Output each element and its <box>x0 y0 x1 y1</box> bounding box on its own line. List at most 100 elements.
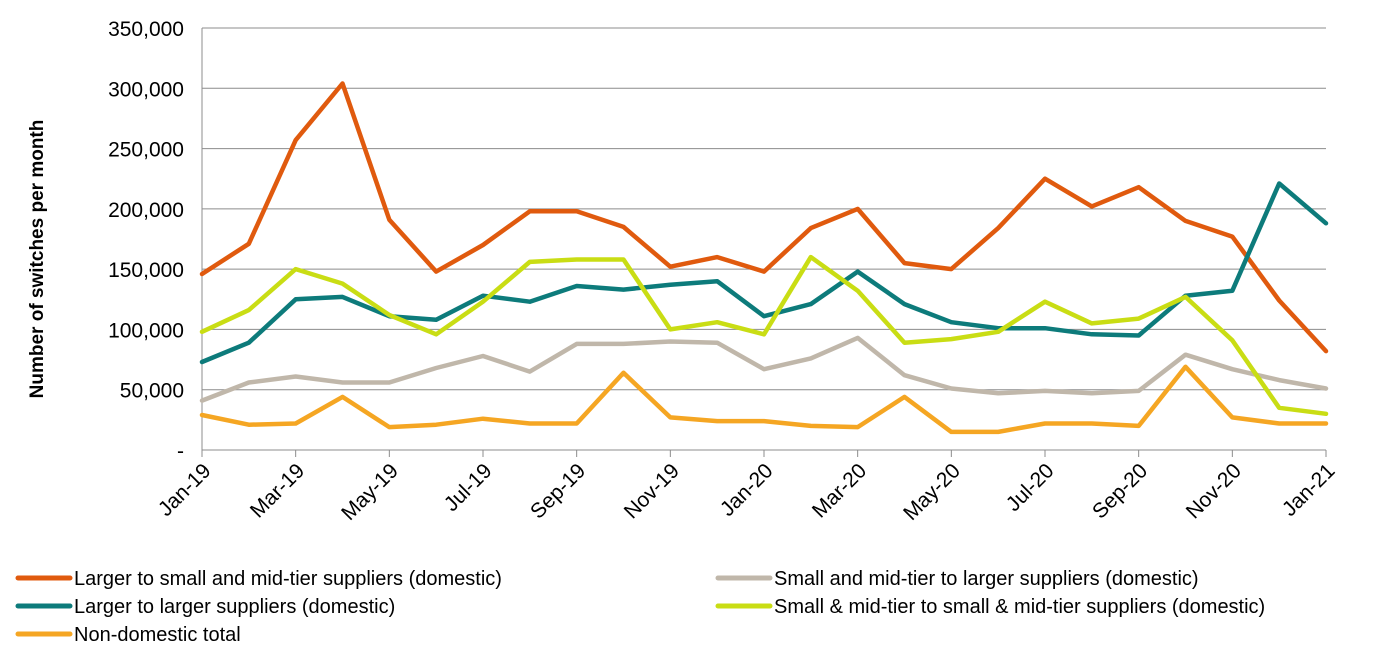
data-point <box>528 370 532 374</box>
data-point <box>1230 338 1234 342</box>
data-point <box>949 320 953 324</box>
x-tick-label: Jul-20 <box>1002 459 1059 516</box>
data-point <box>1043 389 1047 393</box>
data-point <box>294 297 298 301</box>
data-point <box>996 330 1000 334</box>
data-point <box>1137 389 1141 393</box>
data-point <box>1277 406 1281 410</box>
data-point <box>387 425 391 429</box>
data-point <box>903 341 906 345</box>
data-point <box>1184 295 1187 299</box>
data-point <box>949 267 953 271</box>
data-point <box>247 341 251 345</box>
data-point <box>668 339 672 343</box>
data-point <box>294 138 298 142</box>
data-point <box>1043 421 1047 425</box>
data-point <box>622 371 625 375</box>
x-tick-label: Nov-19 <box>620 459 684 523</box>
data-point <box>528 300 532 304</box>
data-point <box>247 308 251 312</box>
legend-label: Larger to small and mid-tier suppliers (… <box>74 568 502 590</box>
data-point <box>903 261 906 265</box>
data-point <box>575 421 579 425</box>
data-point <box>1090 421 1094 425</box>
data-point <box>1277 182 1281 186</box>
data-point <box>856 336 860 340</box>
data-point <box>809 356 813 360</box>
data-point <box>1137 424 1141 428</box>
x-tick-label: May-20 <box>899 459 965 525</box>
data-point <box>387 313 391 317</box>
data-point <box>1184 219 1187 223</box>
data-point <box>481 300 485 304</box>
data-point <box>1324 412 1328 416</box>
data-point <box>622 257 625 261</box>
y-tick-label: 100,000 <box>108 319 184 342</box>
data-point <box>434 318 438 322</box>
data-point <box>575 284 579 288</box>
data-point <box>715 341 719 345</box>
data-point <box>856 207 860 211</box>
data-point <box>1324 421 1328 425</box>
data-point <box>856 270 860 274</box>
data-point <box>1277 378 1281 382</box>
x-tick-label: Mar-20 <box>808 459 871 522</box>
x-tick-label: May-19 <box>337 459 403 525</box>
data-point <box>903 373 906 377</box>
data-point <box>1230 289 1234 293</box>
data-point <box>387 218 391 222</box>
data-point <box>949 430 953 434</box>
data-point <box>1090 204 1094 208</box>
data-point <box>294 374 298 378</box>
data-point <box>247 423 251 427</box>
data-point <box>200 413 204 417</box>
data-point <box>200 330 204 334</box>
data-point <box>1230 415 1234 419</box>
data-point <box>434 423 438 427</box>
data-point <box>1277 298 1281 302</box>
data-point <box>622 342 625 346</box>
data-point <box>622 288 625 292</box>
data-point <box>1184 365 1187 369</box>
data-point <box>715 320 719 324</box>
data-point <box>434 366 438 370</box>
data-point <box>668 327 672 331</box>
data-point <box>996 430 1000 434</box>
x-tick-label: Jul-19 <box>440 459 497 516</box>
y-axis-title: Number of switches per month <box>27 120 48 399</box>
data-point <box>668 265 672 269</box>
data-point <box>996 391 1000 395</box>
data-point <box>1277 421 1281 425</box>
data-point <box>387 380 391 384</box>
data-point <box>949 337 953 341</box>
data-point <box>575 342 579 346</box>
series-lines <box>199 81 1329 435</box>
data-point <box>481 417 485 421</box>
data-point <box>294 421 298 425</box>
data-point <box>949 387 953 391</box>
data-point <box>481 354 485 358</box>
data-point <box>341 380 344 384</box>
data-point <box>903 302 906 306</box>
x-tick-label: Jan-19 <box>154 459 216 521</box>
data-point <box>856 289 860 293</box>
data-point <box>1090 391 1094 395</box>
data-point <box>341 295 344 299</box>
data-point <box>762 270 766 274</box>
legend-label: Small and mid-tier to larger suppliers (… <box>774 568 1199 590</box>
data-point <box>528 209 532 213</box>
data-point <box>1324 349 1328 353</box>
data-point <box>247 380 251 384</box>
data-point <box>856 425 860 429</box>
x-tick-label: Jan-20 <box>716 459 778 521</box>
x-tick-label: Nov-20 <box>1182 459 1246 523</box>
data-point <box>1230 367 1234 371</box>
data-point <box>341 395 344 399</box>
y-tick-label: 150,000 <box>108 259 184 282</box>
y-tick-label: 200,000 <box>108 199 184 222</box>
data-point <box>1324 221 1328 225</box>
data-point <box>809 424 813 428</box>
data-point <box>1090 332 1094 336</box>
data-point <box>1043 326 1047 330</box>
